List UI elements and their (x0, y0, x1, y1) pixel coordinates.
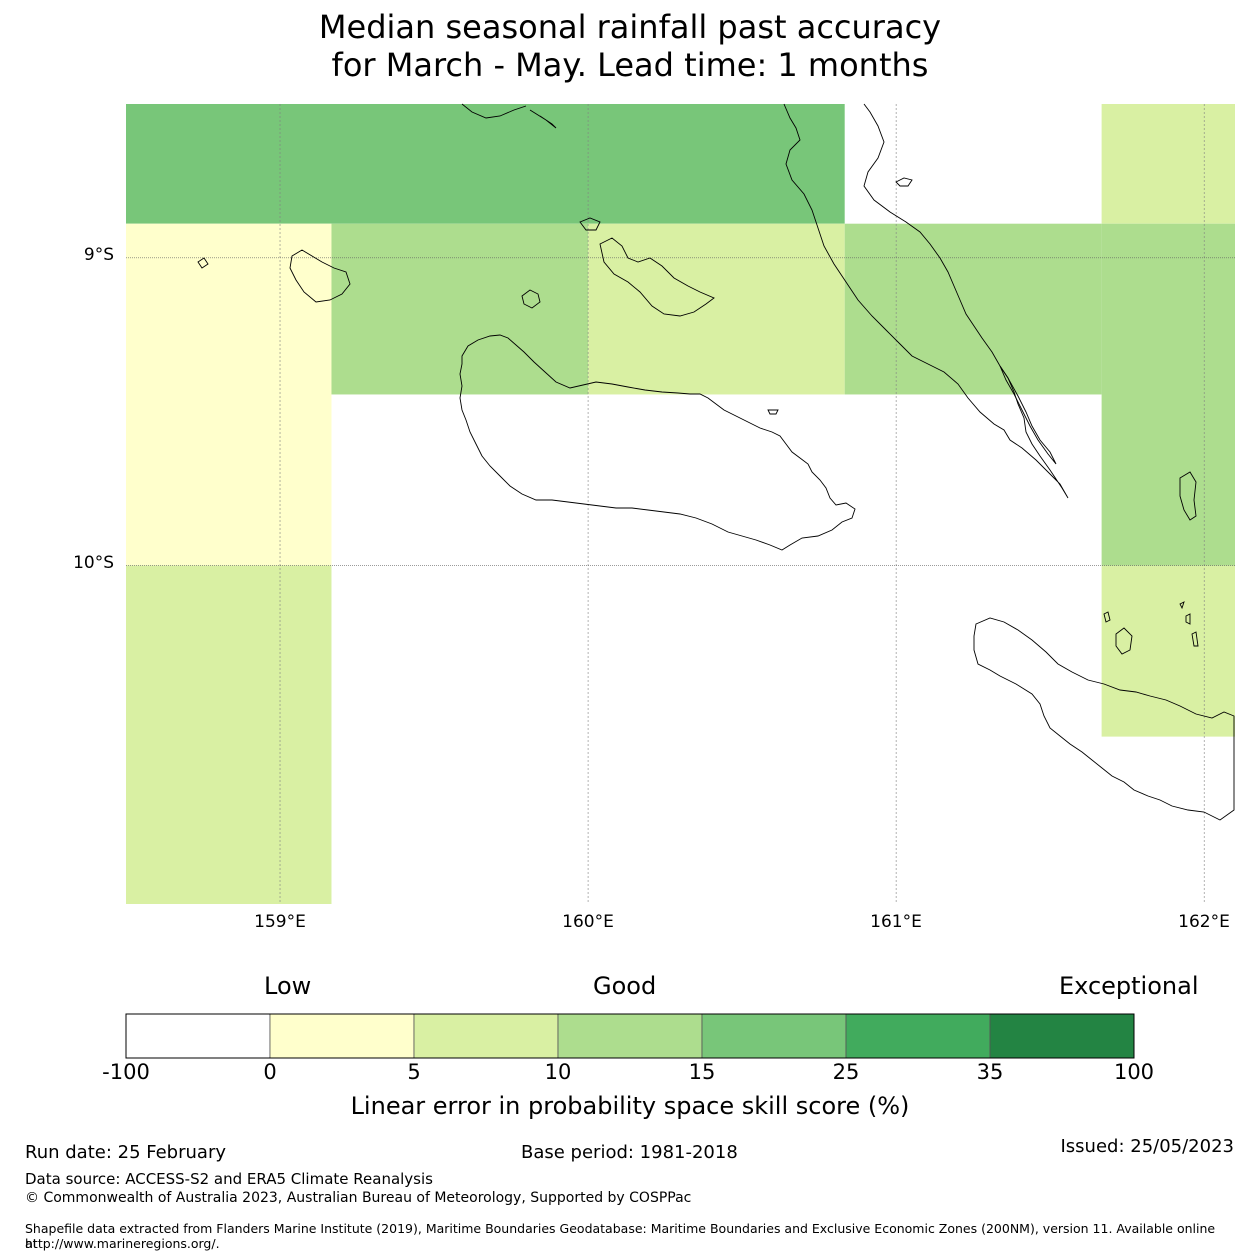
chart-title-line-1: Median seasonal rainfall past accuracy (318, 8, 942, 46)
heatmap-cell (126, 104, 845, 224)
issued-date: Issued: 25/05/2023 (1060, 1136, 1234, 1157)
heatmap-cell (588, 223, 845, 395)
heatmap-cell (126, 223, 332, 566)
coastlines (197, 103, 1235, 821)
coastline-islet-cape (767, 409, 779, 415)
colorbar-tick-label: 15 (688, 1060, 716, 1084)
coastline-makira-islet-5 (1191, 631, 1199, 647)
colorbar-tick-label: 5 (407, 1060, 421, 1084)
graticule (126, 104, 1235, 904)
data-source: Data source: ACCESS-S2 and ERA5 Climate … (25, 1170, 433, 1188)
coastline-florida-islands (599, 237, 715, 317)
heatmap-cell (844, 223, 1102, 395)
colorbar-label: Linear error in probability space skill … (350, 1092, 910, 1120)
heatmap-cell (331, 223, 589, 395)
coastline-small-islet-1 (197, 257, 209, 269)
colorbar-swatch (125, 1013, 271, 1059)
colorbar-tick-label: 25 (832, 1060, 860, 1084)
category-exceptional: Exceptional (1059, 972, 1199, 1000)
lon-tick-label-160e: 160°E (562, 912, 614, 932)
heatmap-cell (1101, 223, 1235, 566)
coastline-savo (521, 289, 541, 309)
copyright: © Commonwealth of Australia 2023, Austra… (25, 1190, 692, 1206)
colorbar-outline (125, 1013, 1135, 1059)
colorbar-swatch (845, 1013, 991, 1059)
category-low: Low (264, 972, 312, 1000)
shapefile-credit-line-2: http://www.marineregions.org/. (25, 1236, 220, 1251)
coastline-guadalcanal (459, 334, 856, 551)
coastline-russell-islands (289, 249, 351, 303)
coastline-malaita (783, 103, 1069, 499)
colorbar-tick-label: 0 (263, 1060, 277, 1084)
coastline-northern-islet (529, 109, 557, 129)
heatmap-cells (126, 104, 1235, 904)
colorbar-tick-label: 10 (544, 1060, 572, 1084)
colorbar-tick-label: 100 (1113, 1060, 1155, 1084)
colorbar-swatch (269, 1013, 415, 1059)
lon-tick-label-161e: 161°E (870, 912, 922, 932)
category-good: Good (593, 972, 657, 1000)
lon-tick-label-162e: 162°E (1178, 912, 1230, 932)
colorbar-swatch (989, 1013, 1135, 1059)
base-period: Base period: 1981-2018 (521, 1142, 738, 1163)
shapefile-credit-line-1: Shapefile data extracted from Flanders M… (25, 1221, 1216, 1251)
chart-title-line-2: for March - May. Lead time: 1 months (331, 46, 929, 84)
heatmap-cell (126, 565, 332, 904)
coastline-makira-islet-3 (1179, 601, 1185, 610)
coastline-makira-islet-4 (1185, 613, 1191, 625)
coastline-makira (973, 617, 1235, 821)
colorbar (125, 1013, 1135, 1059)
coastline-small-islet-2 (579, 217, 601, 231)
colorbar-swatch (413, 1013, 559, 1059)
heatmap-cell (1101, 104, 1235, 224)
coastline-makira-islet-2 (1103, 611, 1111, 623)
coastline-makira-islet-1 (1115, 627, 1133, 655)
coastline-ulawa (1179, 471, 1197, 521)
colorbar-tick-label: -100 (102, 1060, 150, 1084)
heatmap-cell (1101, 565, 1235, 737)
lon-tick-label-159e: 159°E (254, 912, 306, 932)
colorbar-swatch (557, 1013, 703, 1059)
lat-tick-label-10s: 10°S (73, 553, 114, 573)
colorbar-swatch (701, 1013, 847, 1059)
run-date: Run date: 25 February (25, 1142, 226, 1163)
coastline-islet-east (895, 177, 913, 187)
colorbar-tick-label: 35 (976, 1060, 1004, 1084)
coastline-small-malaita (999, 365, 1057, 465)
coastline-nggela-north (461, 103, 527, 119)
lat-tick-label-9s: 9°S (83, 245, 114, 265)
